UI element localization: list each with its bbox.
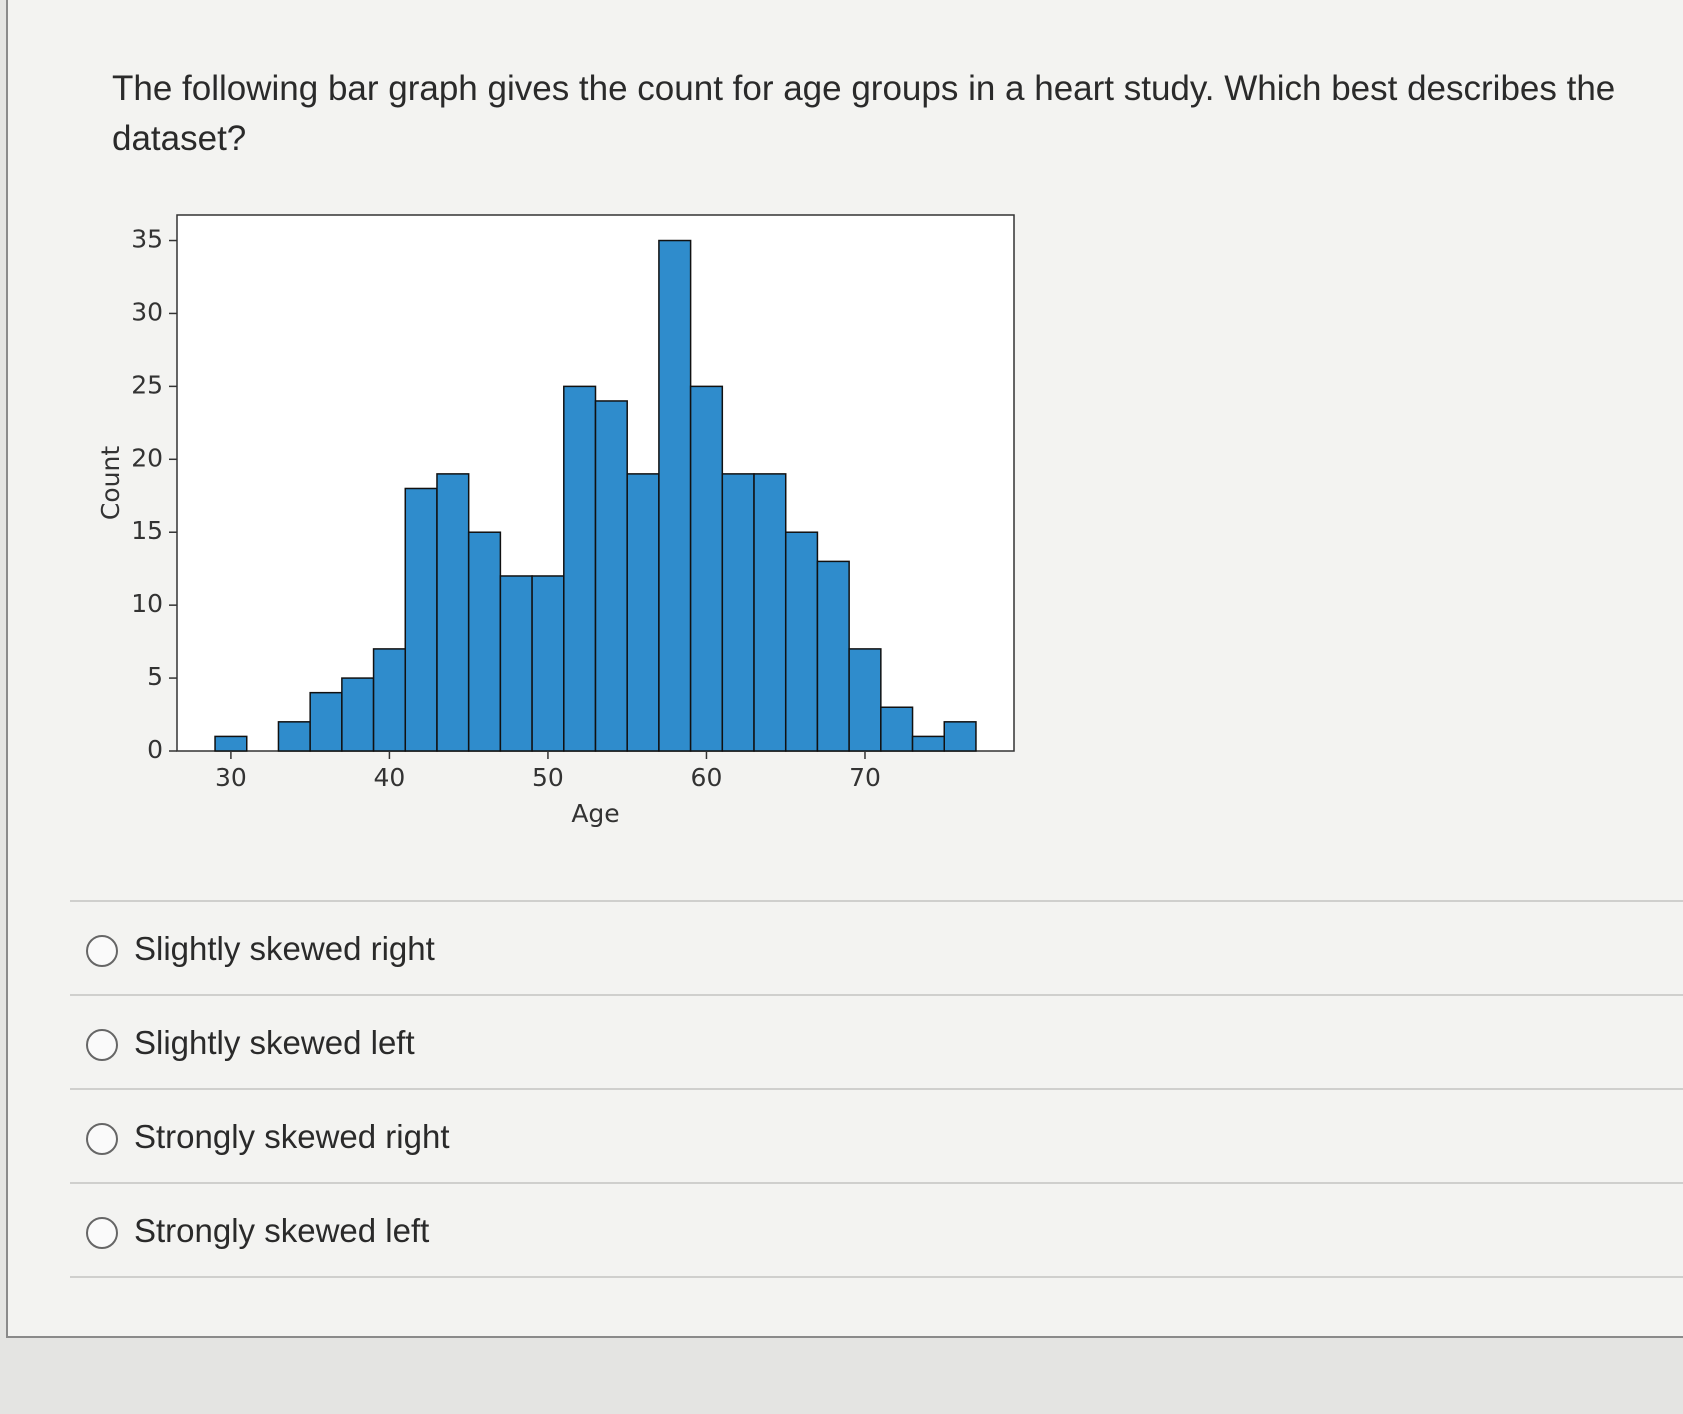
histogram-bar [911, 735, 946, 752]
separator [70, 1276, 1683, 1278]
histogram-bar [214, 735, 248, 752]
y-tick-label: 15 [131, 516, 163, 545]
histogram-bar [816, 560, 850, 752]
histogram-bar [277, 721, 311, 752]
histogram-chart: 30 40 50 60 70 0 5 10 15 20 25 30 35 Age Count [96, 214, 1015, 828]
x-tick-label: 40 [374, 763, 406, 792]
option-label[interactable]: Slightly skewed left [134, 1024, 415, 1061]
y-tick-label: 30 [131, 297, 163, 326]
answer-option: Strongly skewed right [70, 1088, 1683, 1184]
histogram-bar [689, 385, 724, 752]
question-text: The following bar graph gives the count … [112, 69, 1616, 158]
histogram-bar [943, 721, 977, 752]
histogram-bar [404, 487, 438, 752]
y-tick-label: 10 [131, 589, 163, 618]
option-label[interactable]: Slightly skewed right [134, 930, 435, 967]
x-tick-label: 60 [691, 763, 723, 792]
x-tick-label: 70 [849, 763, 881, 792]
x-axis-label: Age [571, 799, 619, 828]
histogram-bar [499, 575, 533, 752]
option-label[interactable]: Strongly skewed left [134, 1212, 430, 1249]
histogram-bar [467, 531, 502, 752]
histogram-bar [594, 400, 628, 752]
histogram-bar [563, 385, 597, 752]
histogram-bar [721, 473, 755, 752]
y-axis-label: Count [96, 446, 125, 520]
answer-option: Slightly skewed left [70, 994, 1683, 1090]
histogram-bar [309, 691, 343, 752]
histogram-bar [658, 239, 692, 752]
histogram-bar [341, 677, 375, 752]
histogram-bar [372, 648, 407, 752]
histogram-bar [784, 531, 819, 752]
x-tick-label: 50 [532, 763, 564, 792]
histogram-bar [848, 648, 882, 752]
option-label[interactable]: Strongly skewed right [134, 1118, 450, 1155]
histogram-bar [753, 473, 787, 752]
y-tick-label: 25 [131, 370, 163, 399]
radio-button[interactable] [86, 935, 118, 967]
histogram-bar [531, 575, 565, 752]
radio-button[interactable] [86, 1029, 118, 1061]
histogram-bar [436, 473, 470, 752]
y-tick-label: 35 [131, 225, 163, 254]
histogram-bar [626, 473, 660, 752]
radio-button[interactable] [86, 1217, 118, 1249]
y-tick-label: 20 [131, 443, 163, 472]
y-tick-label: 0 [147, 735, 163, 764]
radio-button[interactable] [86, 1123, 118, 1155]
y-tick-label: 5 [147, 662, 163, 691]
answer-option: Strongly skewed left [70, 1182, 1683, 1278]
x-tick-label: 30 [215, 763, 247, 792]
histogram-bar [880, 706, 914, 752]
answer-option: Slightly skewed right [70, 900, 1683, 996]
